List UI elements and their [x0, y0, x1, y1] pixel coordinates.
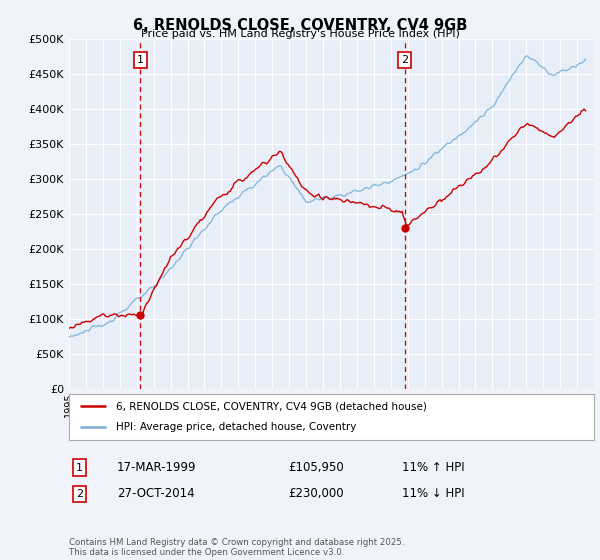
Text: 1: 1	[76, 463, 83, 473]
Text: 6, RENOLDS CLOSE, COVENTRY, CV4 9GB (detached house): 6, RENOLDS CLOSE, COVENTRY, CV4 9GB (det…	[116, 401, 427, 411]
Text: 11% ↓ HPI: 11% ↓ HPI	[402, 487, 464, 501]
Text: HPI: Average price, detached house, Coventry: HPI: Average price, detached house, Cove…	[116, 422, 356, 432]
Text: 17-MAR-1999: 17-MAR-1999	[117, 461, 197, 474]
Text: 1: 1	[137, 55, 144, 65]
Text: £105,950: £105,950	[288, 461, 344, 474]
Text: 2: 2	[76, 489, 83, 499]
Text: Contains HM Land Registry data © Crown copyright and database right 2025.
This d: Contains HM Land Registry data © Crown c…	[69, 538, 404, 557]
Text: Price paid vs. HM Land Registry's House Price Index (HPI): Price paid vs. HM Land Registry's House …	[140, 29, 460, 39]
Text: 27-OCT-2014: 27-OCT-2014	[117, 487, 194, 501]
Text: £230,000: £230,000	[288, 487, 344, 501]
Text: 11% ↑ HPI: 11% ↑ HPI	[402, 461, 464, 474]
Text: 6, RENOLDS CLOSE, COVENTRY, CV4 9GB: 6, RENOLDS CLOSE, COVENTRY, CV4 9GB	[133, 18, 467, 33]
Text: 2: 2	[401, 55, 408, 65]
